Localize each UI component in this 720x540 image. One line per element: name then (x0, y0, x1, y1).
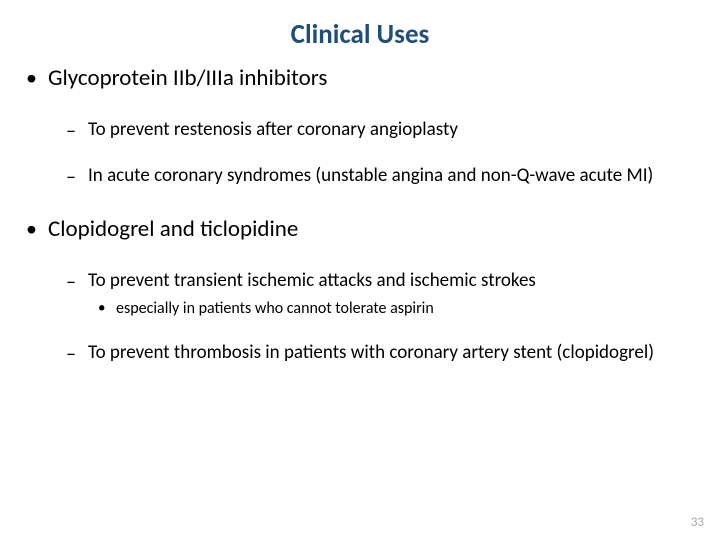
bullet-list-lvl2: To prevent restenosis after coronary ang… (48, 119, 680, 189)
list-item-text: In acute coronary syndromes (unstable an… (88, 164, 653, 187)
slide-title: Clinical Uses (0, 18, 720, 51)
list-item-text: especially in patients who cannot tolera… (116, 299, 434, 318)
page-number: 33 (691, 515, 704, 530)
list-item: To prevent thrombosis in patients with c… (88, 342, 680, 365)
list-item: especially in patients who cannot tolera… (116, 299, 680, 318)
list-item-text: Clopidogrel and ticlopidine (48, 215, 298, 243)
list-item-text: To prevent transient ischemic attacks an… (88, 269, 536, 292)
list-item: Glycoprotein IIb/IIIa inhibitors To prev… (48, 65, 680, 188)
bullet-list-lvl3: especially in patients who cannot tolera… (88, 299, 680, 318)
list-item: Clopidogrel and ticlopidine To prevent t… (48, 216, 680, 364)
list-item: To prevent restenosis after coronary ang… (88, 119, 680, 142)
bullet-list-lvl2: To prevent transient ischemic attacks an… (48, 270, 680, 365)
bullet-list-lvl1: Glycoprotein IIb/IIIa inhibitors To prev… (0, 65, 720, 365)
list-item-text: Glycoprotein IIb/IIIa inhibitors (48, 64, 327, 92)
list-item: To prevent transient ischemic attacks an… (88, 270, 680, 318)
slide: Clinical Uses Glycoprotein IIb/IIIa inhi… (0, 0, 720, 540)
list-item-text: To prevent thrombosis in patients with c… (88, 341, 654, 364)
list-item: In acute coronary syndromes (unstable an… (88, 165, 680, 188)
list-item-text: To prevent restenosis after coronary ang… (88, 118, 458, 141)
